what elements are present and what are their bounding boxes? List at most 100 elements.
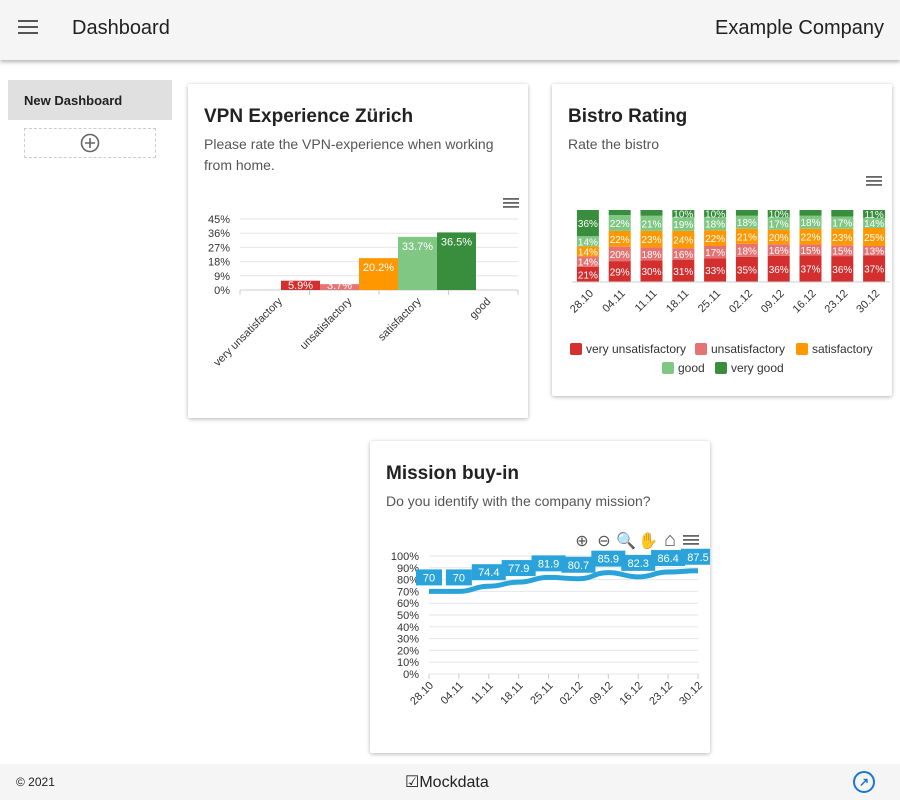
data-label: 20.2% <box>363 262 394 274</box>
data-label: 17% <box>769 219 789 230</box>
bar-segment <box>608 215 631 231</box>
sidebar-item-new-dashboard[interactable]: New Dashboard <box>8 80 172 120</box>
y-tick-label: 18% <box>208 257 230 269</box>
selection-zoom-icon[interactable]: 🔍 <box>616 530 636 550</box>
bar-segment <box>799 228 822 245</box>
data-label: 22% <box>800 233 820 244</box>
data-label: 21% <box>737 232 757 243</box>
card-subtitle: Please rate the VPN-experience when work… <box>204 136 494 173</box>
x-tick-label: 11.11 <box>633 288 660 315</box>
x-tick-label: 23.12 <box>822 288 850 316</box>
bar-segment <box>735 215 758 229</box>
bar-segment <box>576 246 599 257</box>
bar-segment <box>640 260 663 282</box>
x-tick-label: good <box>468 296 494 322</box>
bar-segment <box>672 259 695 282</box>
legend-marker[interactable] <box>570 343 582 355</box>
y-tick-label: 60% <box>397 598 419 610</box>
y-tick-label: 9% <box>214 271 230 283</box>
legend-item[interactable]: good <box>678 361 705 375</box>
data-label: 31% <box>673 267 693 278</box>
add-dashboard-button[interactable] <box>24 128 156 158</box>
checkbox-checked-icon[interactable]: ☑ <box>405 774 420 791</box>
bar <box>320 284 359 290</box>
chart-menu-icon[interactable] <box>503 198 519 208</box>
data-label: 17% <box>832 219 852 230</box>
data-label: 19% <box>673 220 693 231</box>
trending-up-icon[interactable]: ↗ <box>853 771 875 793</box>
x-tick-label: 25.11 <box>528 680 555 707</box>
chart-menu-icon[interactable] <box>866 176 882 186</box>
data-label: 20% <box>769 233 789 244</box>
bar <box>281 280 320 290</box>
data-label: 23% <box>641 235 661 246</box>
bar-segment <box>767 210 790 218</box>
bar-segment <box>863 228 886 246</box>
y-tick-label: 0% <box>214 285 230 297</box>
x-tick-label: 16.12 <box>791 288 819 316</box>
legend-item[interactable]: very unsatisfactory <box>586 342 686 356</box>
data-label: 3.7% <box>327 280 352 292</box>
mission-card: Mission buy-in Do you identify with the … <box>370 441 710 753</box>
y-tick-label: 90% <box>397 563 419 575</box>
data-label: 22% <box>610 219 630 230</box>
bar-segment <box>831 228 854 246</box>
bar-segment <box>704 230 727 246</box>
bar-segment <box>576 236 599 247</box>
legend-marker[interactable] <box>695 343 707 355</box>
zoom-in-icon[interactable]: ⊕ <box>575 533 588 550</box>
data-label-box <box>561 556 596 573</box>
data-label-box <box>416 569 442 586</box>
chart-menu-icon[interactable] <box>683 535 699 545</box>
x-tick-label: very unsatisfactory <box>212 295 286 369</box>
data-label: 33.7% <box>402 241 433 253</box>
data-label: 21% <box>641 219 661 230</box>
legend-marker[interactable] <box>662 362 674 374</box>
data-label: 14% <box>864 219 884 230</box>
data-label-box <box>445 569 472 586</box>
x-tick-label: 30.12 <box>677 680 705 708</box>
zoom-out-icon[interactable]: ⊖ <box>597 533 610 550</box>
bar-segment <box>576 210 599 237</box>
hamburger-icon[interactable] <box>18 20 38 36</box>
bar-segment <box>735 256 758 282</box>
y-tick-label: 80% <box>397 575 419 587</box>
home-icon[interactable]: ⌂ <box>664 529 676 551</box>
legend-item[interactable]: unsatisfactory <box>711 342 785 356</box>
bar-segment <box>576 266 599 282</box>
data-label: 87.5 <box>687 552 708 564</box>
bar-segment <box>863 217 886 228</box>
bar-segment <box>799 255 822 282</box>
mockdata-label: Mockdata <box>419 774 489 791</box>
x-tick-label: 28.10 <box>408 680 436 708</box>
data-label-box <box>531 555 566 572</box>
legend-marker[interactable] <box>715 362 727 374</box>
legend-marker[interactable] <box>796 343 808 355</box>
y-tick-label: 20% <box>397 645 419 657</box>
data-label: 22% <box>610 235 630 246</box>
legend-item[interactable]: satisfactory <box>812 342 873 356</box>
bistro-chart: 21%14%14%14%36%28.1029%20%22%22%04.1130%… <box>568 176 890 375</box>
card-subtitle: Do you identify with the company mission… <box>386 493 651 509</box>
card-title: VPN Experience Zürich <box>204 106 414 127</box>
bar-segment <box>767 255 790 282</box>
data-label: 18% <box>737 218 757 229</box>
bar-segment <box>831 245 854 257</box>
y-tick-label: 70% <box>397 586 419 598</box>
app-header: Dashboard Example Company <box>0 0 900 60</box>
data-label: 80.7 <box>568 560 589 572</box>
bar-segment <box>704 217 727 231</box>
data-label: 16% <box>769 246 789 257</box>
bar-segment <box>704 258 727 282</box>
bar-segment <box>608 210 631 216</box>
bar-segment <box>672 217 695 231</box>
data-label: 36.5% <box>441 236 472 248</box>
bistro-card: Bistro Rating Rate the bistro 21% 14% 14% 1… <box>552 84 892 396</box>
mockdata-toggle[interactable]: ☑Mockdata <box>405 772 489 792</box>
bar-segment <box>831 216 854 229</box>
legend-item[interactable]: very good <box>731 361 784 375</box>
bar-segment <box>767 229 790 245</box>
y-tick-label: 45% <box>208 214 230 226</box>
pan-icon[interactable]: ✋ <box>638 531 658 550</box>
data-label: 10% <box>705 210 725 221</box>
